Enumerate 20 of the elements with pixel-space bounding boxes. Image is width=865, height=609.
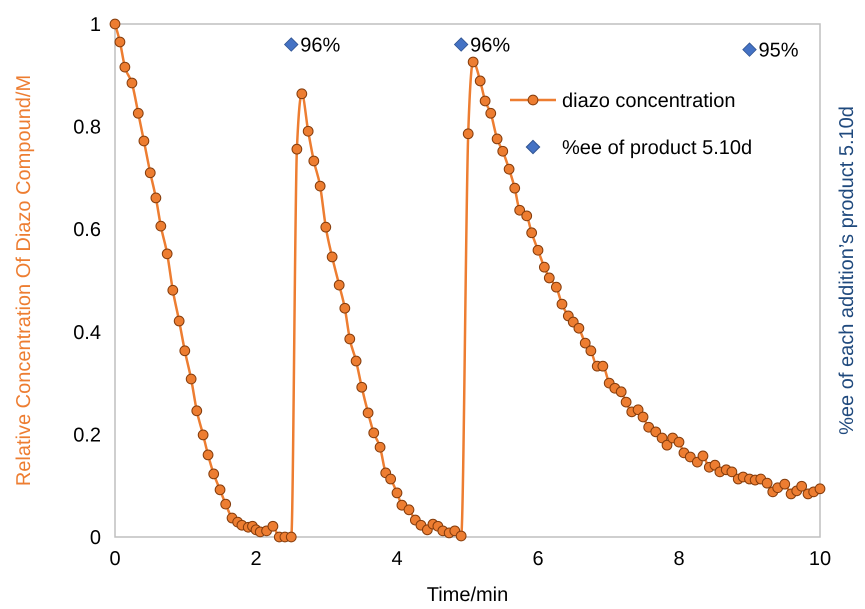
x-tick-label: 6 — [532, 548, 544, 570]
y-axis-title: Relative Concentration Of Diazo Compound/M — [13, 74, 35, 486]
y-tick-label: 0.4 — [73, 322, 101, 344]
y-tick-label: 0.6 — [73, 219, 101, 242]
x-axis-title: Time/min — [426, 584, 508, 606]
y-tick-label: 0.8 — [73, 116, 101, 139]
y-tick-label: 0.2 — [73, 424, 101, 446]
y-tick-label: 1 — [90, 14, 101, 36]
y-tick-label: 0 — [90, 527, 101, 549]
legend-label: diazo concentration — [562, 90, 736, 112]
x-tick-label: 10 — [808, 548, 832, 570]
data-label: 95% — [758, 40, 799, 62]
x-tick-label: 4 — [391, 548, 403, 570]
x-tick-label: 2 — [250, 548, 262, 570]
x-tick-label: 0 — [109, 548, 121, 570]
data-label: 96% — [470, 34, 510, 57]
data-label: 96% — [300, 34, 340, 57]
x-tick-label: 8 — [673, 548, 685, 570]
y2-axis-title: %ee of each addition’s product 5.10d — [836, 106, 858, 435]
legend-label: %ee of product 5.10d — [562, 137, 752, 159]
